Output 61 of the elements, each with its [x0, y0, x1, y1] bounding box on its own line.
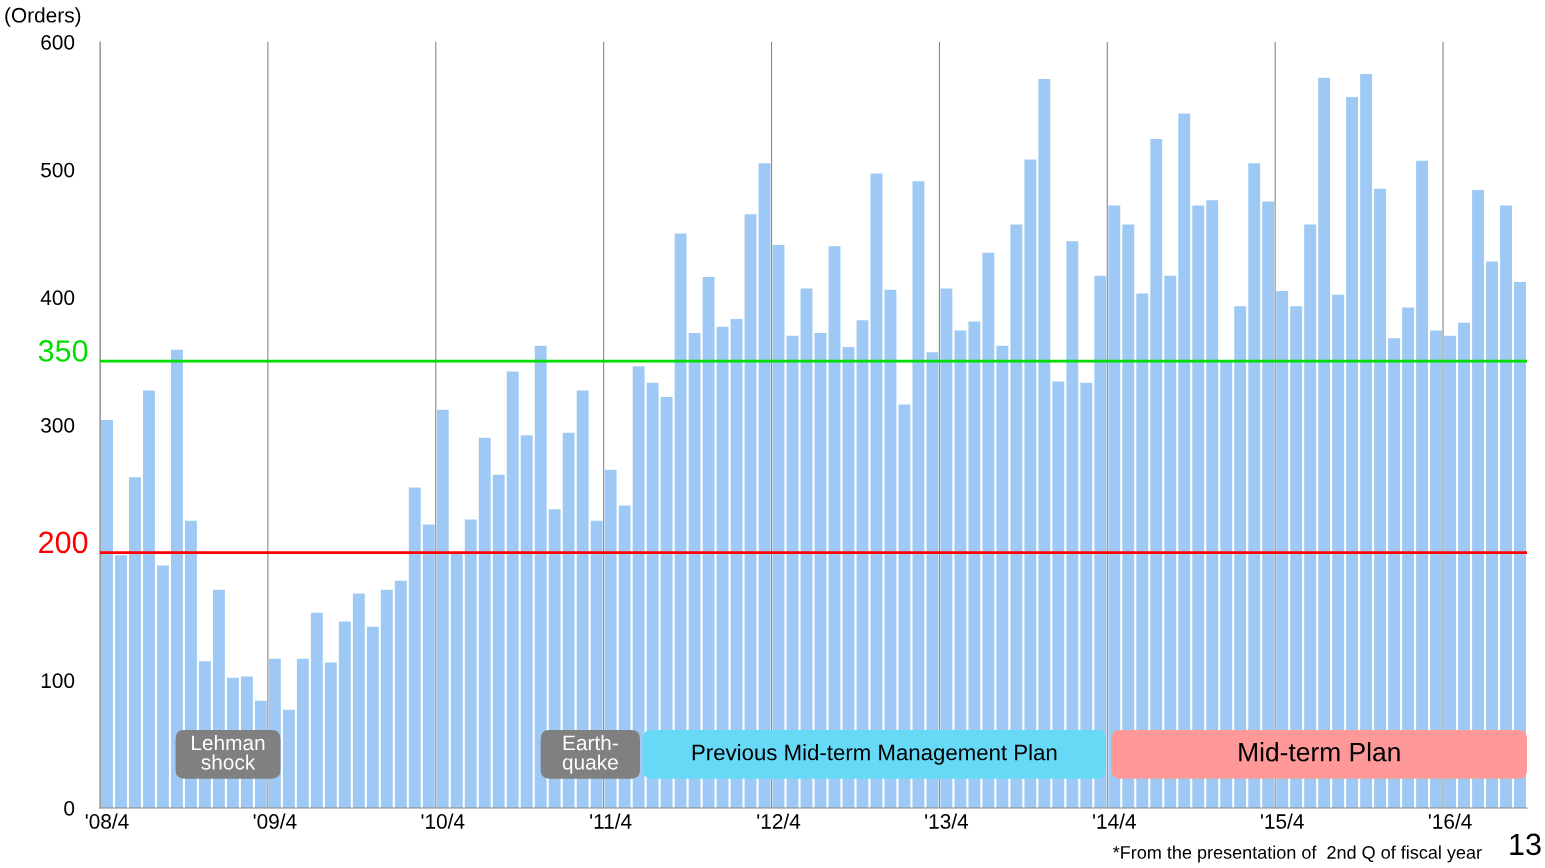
bar [380, 589, 393, 808]
annotation: Lehman shock [192, 734, 265, 770]
bar [394, 580, 407, 808]
x-tick-label: '08/4 [85, 813, 129, 829]
bar [129, 477, 141, 808]
bar [310, 612, 323, 808]
bar [1206, 200, 1219, 808]
bar [324, 662, 337, 808]
x-tick-label: '15/4 [1260, 813, 1304, 829]
bar [520, 435, 533, 808]
bar [338, 621, 351, 808]
bar [1500, 205, 1512, 808]
bar [1108, 205, 1121, 808]
y-tick-label: 300 [41, 418, 75, 433]
bar [506, 371, 519, 808]
bar [115, 555, 127, 808]
bar [422, 524, 435, 808]
bar [632, 366, 645, 808]
annotation: Earth- quake [562, 734, 618, 774]
text: 13 [1510, 833, 1541, 856]
text: *From the presentation of 2nd Q of fiscal year [1113, 845, 1482, 863]
bar [171, 349, 183, 808]
bar [450, 552, 463, 808]
bar [436, 409, 449, 808]
bar [101, 419, 113, 808]
x-tick-label: '10/4 [421, 813, 465, 829]
bar [478, 437, 491, 808]
bar [1416, 160, 1429, 808]
bar [282, 709, 295, 808]
ref-line-label: 350 [38, 340, 88, 362]
y-tick-label: 600 [41, 35, 75, 50]
bar [1192, 205, 1205, 808]
y-axis-title: (Orders) [5, 7, 81, 27]
y-tick-label: 400 [40, 290, 75, 306]
bar [143, 390, 155, 808]
bar [1136, 293, 1149, 808]
bar [296, 658, 309, 808]
x-tick-label: '16/4 [1428, 813, 1472, 829]
bar [464, 519, 477, 808]
x-tick-label: '11/4 [590, 813, 632, 829]
x-tick-label: '14/4 [1093, 813, 1136, 829]
bar [534, 345, 547, 808]
bar [1472, 190, 1484, 808]
bar [674, 233, 687, 808]
bar [157, 565, 169, 808]
y-tick-label: 0 [64, 801, 75, 816]
bar [1178, 113, 1191, 808]
bar [408, 487, 421, 808]
ref-line-label: 200 [39, 531, 88, 554]
y-tick-label: 500 [41, 162, 75, 178]
x-tick-label: '12/4 [757, 813, 801, 829]
bar [1122, 224, 1135, 808]
x-tick-label: '09/4 [253, 813, 297, 829]
bar [1150, 139, 1163, 808]
annotation: Mid-term Plan [1239, 742, 1400, 762]
annotation: Previous Mid-term Management Plan [692, 744, 1057, 765]
y-tick-label: 100 [41, 673, 75, 689]
bar [492, 474, 505, 808]
bar [366, 626, 379, 808]
bar [352, 593, 365, 808]
x-tick-label: '13/4 [925, 813, 969, 829]
